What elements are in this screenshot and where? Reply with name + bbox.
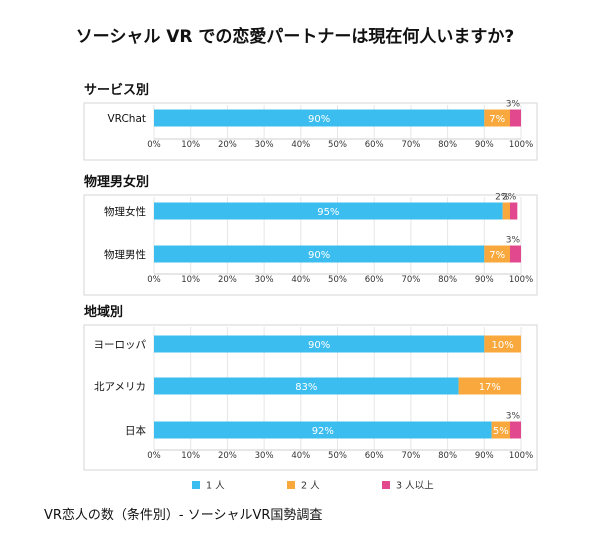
- group-title: 地域別: [84, 304, 123, 320]
- segment-two-people: [484, 109, 510, 127]
- x-tick-label: 10%: [181, 140, 200, 150]
- data-label: 3%: [506, 100, 521, 110]
- segment-three-plus: [509, 245, 521, 263]
- group-panel: [83, 194, 538, 296]
- x-tick-label: 70%: [401, 275, 420, 285]
- x-tick-label: 80%: [438, 451, 457, 461]
- group-title: サービス別: [84, 82, 149, 98]
- x-tick-label: 20%: [218, 451, 237, 461]
- segment-two-people: [484, 335, 521, 353]
- data-label: 95%: [317, 207, 339, 218]
- x-tick-label: 60%: [365, 275, 384, 285]
- data-label: 10%: [492, 340, 514, 351]
- x-tick-label: 30%: [255, 140, 274, 150]
- x-tick-label: 90%: [475, 451, 494, 461]
- segment-one-person: [154, 335, 485, 353]
- segment-two-people: [502, 202, 510, 220]
- x-tick-label: 70%: [401, 451, 420, 461]
- segment-two-people: [458, 377, 521, 395]
- chart-title: ソーシャル VR での恋愛パートナーは現在何人いますか?: [76, 26, 515, 47]
- x-tick-label: 100%: [509, 275, 533, 285]
- data-label: 90%: [308, 250, 330, 261]
- x-tick-label: 60%: [365, 451, 384, 461]
- x-tick-label: 40%: [291, 140, 310, 150]
- category-label: 物理男性: [104, 248, 146, 261]
- x-tick-label: 30%: [255, 275, 274, 285]
- x-tick-label: 40%: [291, 275, 310, 285]
- figure-caption: VR恋人の数（条件別）- ソーシャルVR国勢調査: [44, 508, 323, 523]
- data-label: 7%: [489, 250, 505, 261]
- legend-label: 3 人以上: [396, 481, 434, 492]
- legend-swatch: [287, 481, 295, 489]
- x-tick-label: 20%: [218, 275, 237, 285]
- group-panel: [83, 102, 538, 161]
- segment-one-person: [154, 109, 485, 127]
- data-label: 3%: [506, 412, 521, 422]
- legend-swatch: [382, 481, 390, 489]
- data-label: 17%: [479, 382, 501, 393]
- group-panel: [83, 324, 538, 471]
- segment-two-people: [491, 421, 510, 439]
- group-title: 物理男女別: [84, 174, 149, 190]
- x-tick-label: 70%: [401, 140, 420, 150]
- x-tick-label: 80%: [438, 275, 457, 285]
- data-label: 92%: [312, 426, 334, 437]
- x-tick-label: 60%: [365, 140, 384, 150]
- x-tick-label: 0%: [147, 275, 161, 285]
- segment-one-person: [154, 421, 492, 439]
- data-label: 90%: [308, 114, 330, 125]
- x-tick-label: 10%: [181, 451, 200, 461]
- segment-one-person: [154, 202, 503, 220]
- segment-two-people: [484, 245, 510, 263]
- category-label: 日本: [125, 424, 146, 437]
- data-label: 83%: [295, 382, 317, 393]
- x-tick-label: 20%: [218, 140, 237, 150]
- x-tick-label: 0%: [147, 140, 161, 150]
- segment-one-person: [154, 377, 459, 395]
- x-tick-label: 30%: [255, 451, 274, 461]
- data-label: 2%: [495, 193, 510, 203]
- legend-label: 2 人: [301, 481, 320, 492]
- x-tick-label: 90%: [475, 140, 494, 150]
- x-tick-label: 40%: [291, 451, 310, 461]
- segment-three-plus: [509, 421, 521, 439]
- category-label: ヨーロッパ: [94, 339, 147, 351]
- x-tick-label: 10%: [181, 275, 200, 285]
- data-label: 90%: [308, 340, 330, 351]
- data-label: 3%: [506, 236, 521, 246]
- legend-label: 1 人: [206, 481, 225, 492]
- category-label: VRChat: [108, 113, 147, 125]
- category-label: 物理女性: [104, 205, 146, 218]
- x-tick-label: 100%: [509, 140, 533, 150]
- x-tick-label: 90%: [475, 275, 494, 285]
- x-tick-label: 100%: [509, 451, 533, 461]
- x-tick-label: 50%: [328, 451, 347, 461]
- data-label: 5%: [493, 426, 509, 437]
- x-tick-label: 80%: [438, 140, 457, 150]
- x-tick-label: 50%: [328, 275, 347, 285]
- segment-one-person: [154, 245, 485, 263]
- legend-swatch: [192, 481, 200, 489]
- data-label: 7%: [489, 114, 505, 125]
- category-label: 北アメリカ: [94, 381, 146, 393]
- x-tick-label: 0%: [147, 451, 161, 461]
- segment-three-plus: [509, 109, 521, 127]
- data-label: 2%: [502, 193, 517, 203]
- x-tick-label: 50%: [328, 140, 347, 150]
- segment-three-plus: [509, 202, 518, 220]
